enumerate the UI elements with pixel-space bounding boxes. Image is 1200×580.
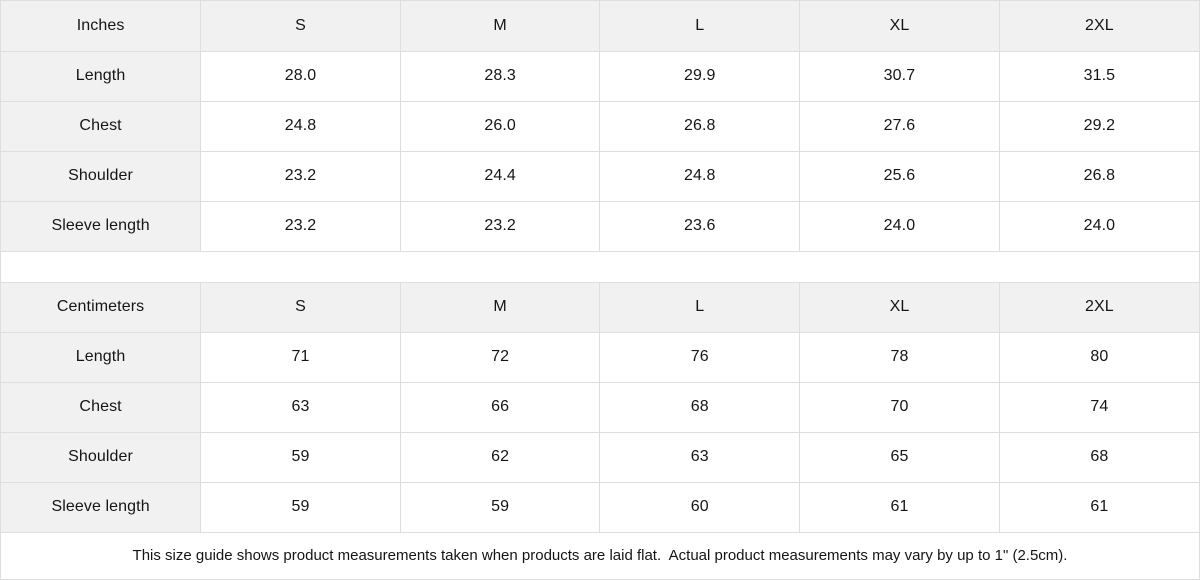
measurement-value: 29.9: [599, 50, 801, 102]
table-row: Shoulder 23.2 24.4 24.8 25.6 26.8: [1, 150, 1199, 202]
measurement-value: 61: [998, 481, 1199, 533]
table-row: Chest 63 66 68 70 74: [1, 381, 1199, 433]
measurement-row-label: Shoulder: [1, 431, 202, 483]
measurement-row-label: Chest: [1, 381, 202, 433]
measurement-value: 24.4: [399, 150, 601, 202]
measurement-value: 62: [399, 431, 601, 483]
measurement-row-label: Length: [1, 50, 202, 102]
measurement-value: 63: [599, 431, 801, 483]
measurement-value: 24.8: [599, 150, 801, 202]
measurement-row-label: Length: [1, 331, 202, 383]
measurement-value: 26.8: [998, 150, 1199, 202]
size-table-inches: Inches S M L XL 2XL Length 28.0 28.3 29.…: [1, 1, 1199, 252]
size-guide-disclaimer: This size guide shows product measuremen…: [1, 532, 1199, 579]
measurement-row-label: Chest: [1, 100, 202, 152]
table-row: Shoulder 59 62 63 65 68: [1, 431, 1199, 483]
size-column-header: XL: [799, 281, 1000, 333]
measurement-value: 65: [799, 431, 1000, 483]
size-column-header: M: [399, 281, 601, 333]
measurement-row-label: Sleeve length: [1, 200, 202, 252]
unit-label-cell: Centimeters: [1, 281, 202, 333]
measurement-value: 24.0: [799, 200, 1000, 252]
table-gap-spacer: [1, 251, 1199, 282]
measurement-value: 27.6: [799, 100, 1000, 152]
size-column-header: XL: [799, 1, 1000, 52]
table-row: Sleeve length 23.2 23.2 23.6 24.0 24.0: [1, 200, 1199, 252]
size-column-header: 2XL: [998, 1, 1199, 52]
measurement-row-label: Sleeve length: [1, 481, 202, 533]
table-row: Length 28.0 28.3 29.9 30.7 31.5: [1, 50, 1199, 102]
measurement-value: 59: [200, 431, 401, 483]
measurement-value: 68: [599, 381, 801, 433]
measurement-value: 68: [998, 431, 1199, 483]
measurement-value: 23.2: [399, 200, 601, 252]
measurement-value: 23.2: [200, 200, 401, 252]
size-column-header: M: [399, 1, 601, 52]
measurement-value: 24.8: [200, 100, 401, 152]
measurement-value: 80: [998, 331, 1199, 383]
measurement-value: 76: [599, 331, 801, 383]
measurement-value: 23.2: [200, 150, 401, 202]
table-header-row: Centimeters S M L XL 2XL: [1, 281, 1199, 333]
measurement-value: 61: [799, 481, 1000, 533]
measurement-value: 78: [799, 331, 1000, 383]
size-table-centimeters: Centimeters S M L XL 2XL Length 71 72 76…: [1, 281, 1199, 533]
measurement-value: 26.8: [599, 100, 801, 152]
measurement-value: 59: [200, 481, 401, 533]
size-column-header: L: [599, 1, 801, 52]
measurement-value: 26.0: [399, 100, 601, 152]
size-column-header: L: [599, 281, 801, 333]
measurement-value: 25.6: [799, 150, 1000, 202]
table-header-row: Inches S M L XL 2XL: [1, 1, 1199, 52]
measurement-row-label: Shoulder: [1, 150, 202, 202]
measurement-value: 63: [200, 381, 401, 433]
table-row: Sleeve length 59 59 60 61 61: [1, 481, 1199, 533]
measurement-value: 72: [399, 331, 601, 383]
measurement-value: 29.2: [998, 100, 1199, 152]
measurement-value: 28.3: [399, 50, 601, 102]
measurement-value: 70: [799, 381, 1000, 433]
measurement-value: 23.6: [599, 200, 801, 252]
size-column-header: S: [200, 1, 401, 52]
measurement-value: 71: [200, 331, 401, 383]
measurement-value: 24.0: [998, 200, 1199, 252]
measurement-value: 60: [599, 481, 801, 533]
measurement-value: 28.0: [200, 50, 401, 102]
size-column-header: 2XL: [998, 281, 1199, 333]
measurement-value: 31.5: [998, 50, 1199, 102]
measurement-value: 74: [998, 381, 1199, 433]
measurement-value: 59: [399, 481, 601, 533]
measurement-value: 30.7: [799, 50, 1000, 102]
table-row: Chest 24.8 26.0 26.8 27.6 29.2: [1, 100, 1199, 152]
measurement-value: 66: [399, 381, 601, 433]
table-row: Length 71 72 76 78 80: [1, 331, 1199, 383]
size-column-header: S: [200, 281, 401, 333]
unit-label-cell: Inches: [1, 1, 202, 52]
